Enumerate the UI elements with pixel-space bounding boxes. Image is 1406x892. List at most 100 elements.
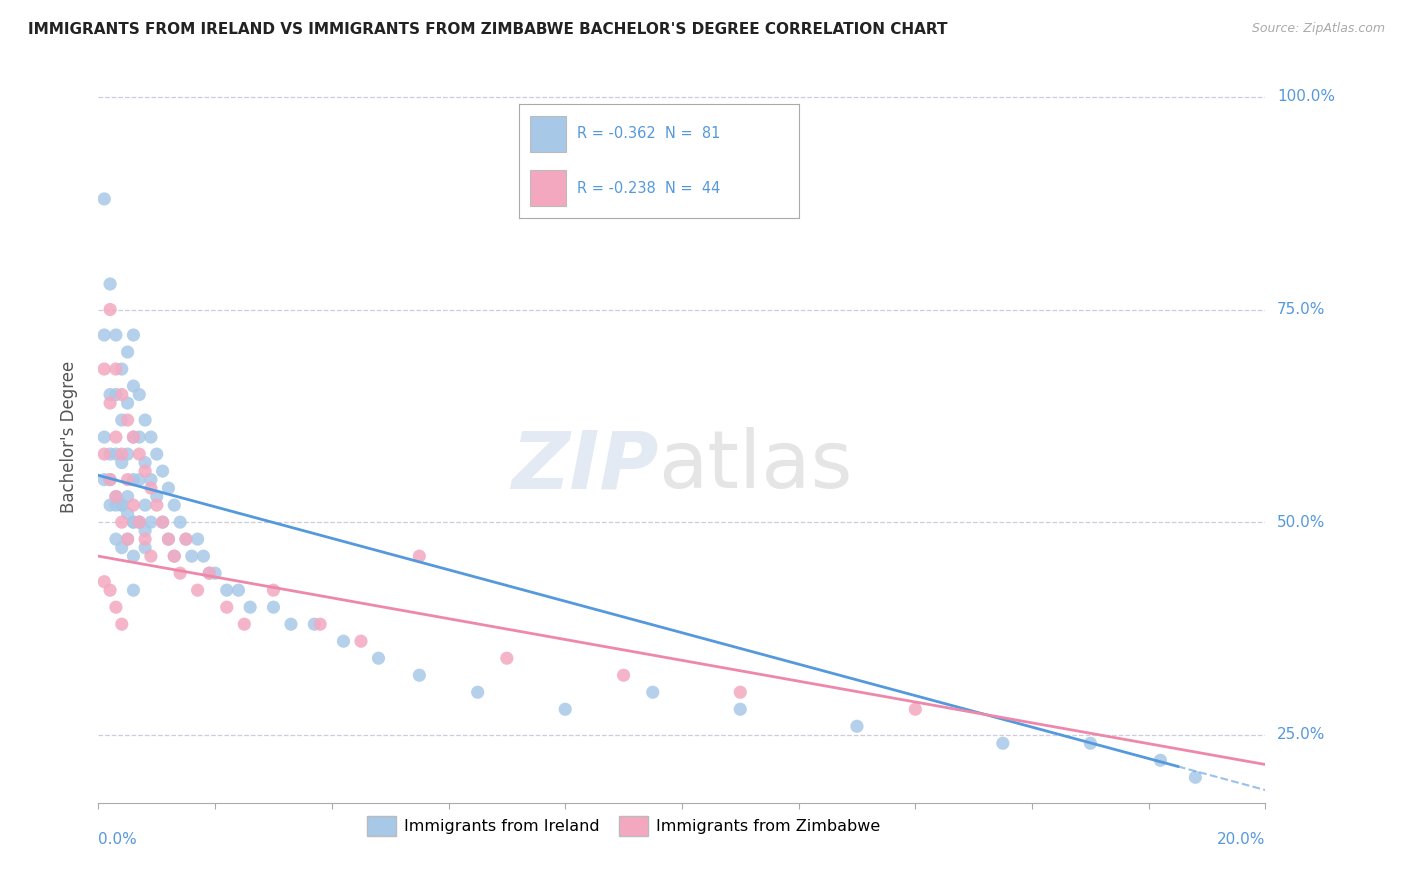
Point <box>1184 770 1206 784</box>
Point <box>304 617 326 632</box>
Point <box>111 515 134 529</box>
Point <box>146 447 169 461</box>
Point <box>157 532 180 546</box>
Point <box>309 617 332 632</box>
Point <box>496 651 519 665</box>
Point <box>262 583 284 598</box>
Point <box>139 430 162 444</box>
Point <box>122 473 145 487</box>
Point <box>111 362 134 376</box>
Point <box>93 362 115 376</box>
Point <box>134 464 156 478</box>
Point <box>93 574 115 589</box>
Point <box>104 447 127 461</box>
Point <box>117 532 139 546</box>
Point <box>730 702 752 716</box>
Point <box>146 498 169 512</box>
Point <box>111 541 134 555</box>
Point <box>111 387 134 401</box>
Point <box>93 447 115 461</box>
Point <box>122 515 145 529</box>
Point <box>93 328 115 343</box>
Point <box>122 430 145 444</box>
Point <box>122 583 145 598</box>
Point <box>98 277 121 291</box>
Point <box>111 413 134 427</box>
Point <box>117 532 139 546</box>
Point <box>904 702 927 716</box>
Point <box>134 413 156 427</box>
Point <box>139 481 162 495</box>
Point <box>104 600 127 615</box>
Point <box>93 192 115 206</box>
Point <box>180 549 202 563</box>
Text: IMMIGRANTS FROM IRELAND VS IMMIGRANTS FROM ZIMBABWE BACHELOR'S DEGREE CORRELATIO: IMMIGRANTS FROM IRELAND VS IMMIGRANTS FR… <box>28 22 948 37</box>
Point <box>117 396 139 410</box>
Point <box>228 583 250 598</box>
Point <box>117 345 139 359</box>
Point <box>122 328 145 343</box>
Point <box>134 456 156 470</box>
Point <box>163 549 186 563</box>
Point <box>262 600 284 615</box>
Point <box>146 490 169 504</box>
Point <box>215 583 238 598</box>
Text: 100.0%: 100.0% <box>1277 89 1336 104</box>
Text: 25.0%: 25.0% <box>1277 727 1326 742</box>
Point <box>122 498 145 512</box>
Point <box>111 498 134 512</box>
Point <box>408 668 430 682</box>
Point <box>111 447 134 461</box>
Point <box>215 600 238 615</box>
Point <box>117 413 139 427</box>
Point <box>122 549 145 563</box>
Point <box>163 549 186 563</box>
Point <box>117 473 139 487</box>
Point <box>98 396 121 410</box>
Point <box>98 387 121 401</box>
Text: ZIP: ZIP <box>512 427 658 506</box>
Point <box>98 302 121 317</box>
Y-axis label: Bachelor's Degree: Bachelor's Degree <box>59 361 77 513</box>
Point <box>730 685 752 699</box>
Text: atlas: atlas <box>658 427 853 506</box>
Point <box>134 541 156 555</box>
Point <box>117 507 139 521</box>
Point <box>128 515 150 529</box>
Point <box>846 719 869 733</box>
Point <box>174 532 197 546</box>
Text: Source: ZipAtlas.com: Source: ZipAtlas.com <box>1251 22 1385 36</box>
Point <box>98 447 121 461</box>
Point <box>134 532 156 546</box>
Point <box>169 566 191 581</box>
Point <box>128 473 150 487</box>
Point <box>117 447 139 461</box>
Text: 0.0%: 0.0% <box>98 832 138 847</box>
Point <box>104 490 127 504</box>
Legend: Immigrants from Ireland, Immigrants from Zimbabwe: Immigrants from Ireland, Immigrants from… <box>361 810 886 842</box>
Point <box>104 490 127 504</box>
Point <box>408 549 430 563</box>
Point <box>233 617 256 632</box>
Point <box>187 583 209 598</box>
Point <box>104 430 127 444</box>
Point <box>554 702 576 716</box>
Point <box>104 328 127 343</box>
Point <box>98 498 121 512</box>
Point <box>280 617 302 632</box>
Point <box>93 473 115 487</box>
Point <box>98 473 121 487</box>
Point <box>239 600 262 615</box>
Point <box>111 617 134 632</box>
Point <box>1080 736 1102 750</box>
Point <box>128 515 150 529</box>
Point <box>163 498 186 512</box>
Point <box>128 387 150 401</box>
Point <box>111 498 134 512</box>
Point <box>1149 753 1171 767</box>
Point <box>134 498 156 512</box>
Point <box>174 532 197 546</box>
Text: 50.0%: 50.0% <box>1277 515 1326 530</box>
Point <box>152 464 174 478</box>
Point <box>98 473 121 487</box>
